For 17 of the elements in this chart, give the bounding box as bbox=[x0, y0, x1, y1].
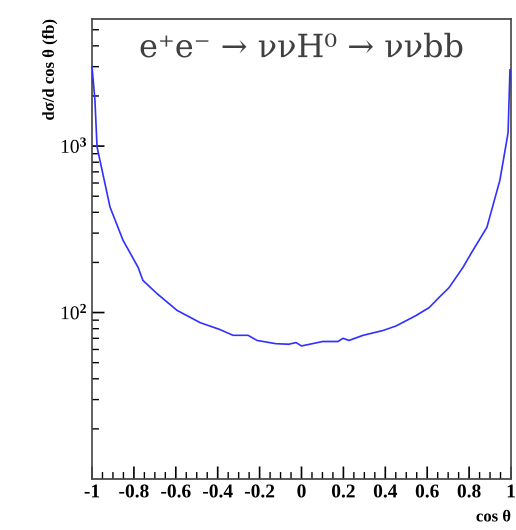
x-tick-label: 0.6 bbox=[416, 484, 439, 498]
x-tick-label: 0.4 bbox=[374, 484, 398, 498]
x-tick-label: -0.4 bbox=[203, 484, 233, 498]
chart-title: e⁺e⁻ → ννH⁰ → ννbb bbox=[140, 32, 462, 58]
x-tick-label: -0.8 bbox=[119, 484, 149, 498]
y-axis-title: dσ/d cos θ (fb) bbox=[42, 20, 58, 120]
x-tick-label: 0.8 bbox=[458, 484, 481, 498]
x-tick-label: -1 bbox=[84, 484, 100, 498]
x-axis-title: cos θ bbox=[476, 510, 510, 522]
y-tick-label: 10$^{3}$ bbox=[62, 137, 86, 153]
x-tick-label: -0.2 bbox=[244, 484, 274, 498]
y-tick-label: 10$^{2}$ bbox=[62, 304, 86, 320]
line-series bbox=[91, 66, 511, 347]
x-tick-label: 0 bbox=[297, 484, 306, 498]
x-tick-label: -0.6 bbox=[161, 484, 191, 498]
x-tick-label: 1 bbox=[508, 484, 515, 498]
x-tick-label: 0.2 bbox=[332, 484, 355, 498]
